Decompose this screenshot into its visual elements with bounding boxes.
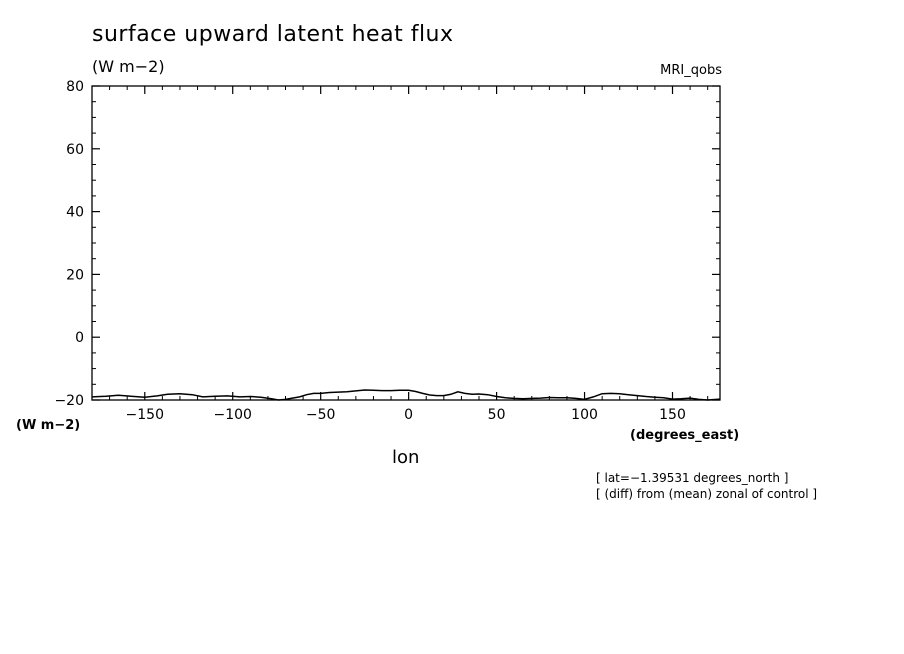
chart-title: surface upward latent heat flux [92, 22, 454, 47]
y-tick-label: 0 [75, 330, 84, 346]
y-tick-label: −20 [54, 393, 84, 409]
y-tick-label: 40 [66, 205, 84, 221]
y-tick-label: 60 [66, 142, 84, 158]
y-units-label: (W m−2) [16, 418, 80, 433]
x-tick-label: 50 [488, 407, 506, 423]
x-tick-label: 150 [659, 407, 686, 423]
y-tick-label: 20 [66, 267, 84, 283]
annotation-lat: [ lat=−1.39531 degrees_north ] [596, 471, 789, 485]
x-tick-label: 100 [571, 407, 598, 423]
x-units-label: (degrees_east) [630, 428, 739, 443]
x-tick-label: −50 [306, 407, 336, 423]
x-axis-label: lon [392, 447, 420, 468]
plot-frame [91, 85, 721, 401]
annotation-diff: [ (diff) from (mean) zonal of control ] [596, 487, 818, 501]
x-tick-label: 0 [404, 407, 413, 423]
series-line-0 [91, 389, 721, 401]
chart-units: (W m−2) [92, 57, 165, 76]
model-label: MRI_qobs [660, 63, 722, 78]
x-tick-label: −150 [126, 407, 164, 423]
x-tick-label: −100 [214, 407, 252, 423]
y-tick-label: 80 [66, 79, 84, 95]
